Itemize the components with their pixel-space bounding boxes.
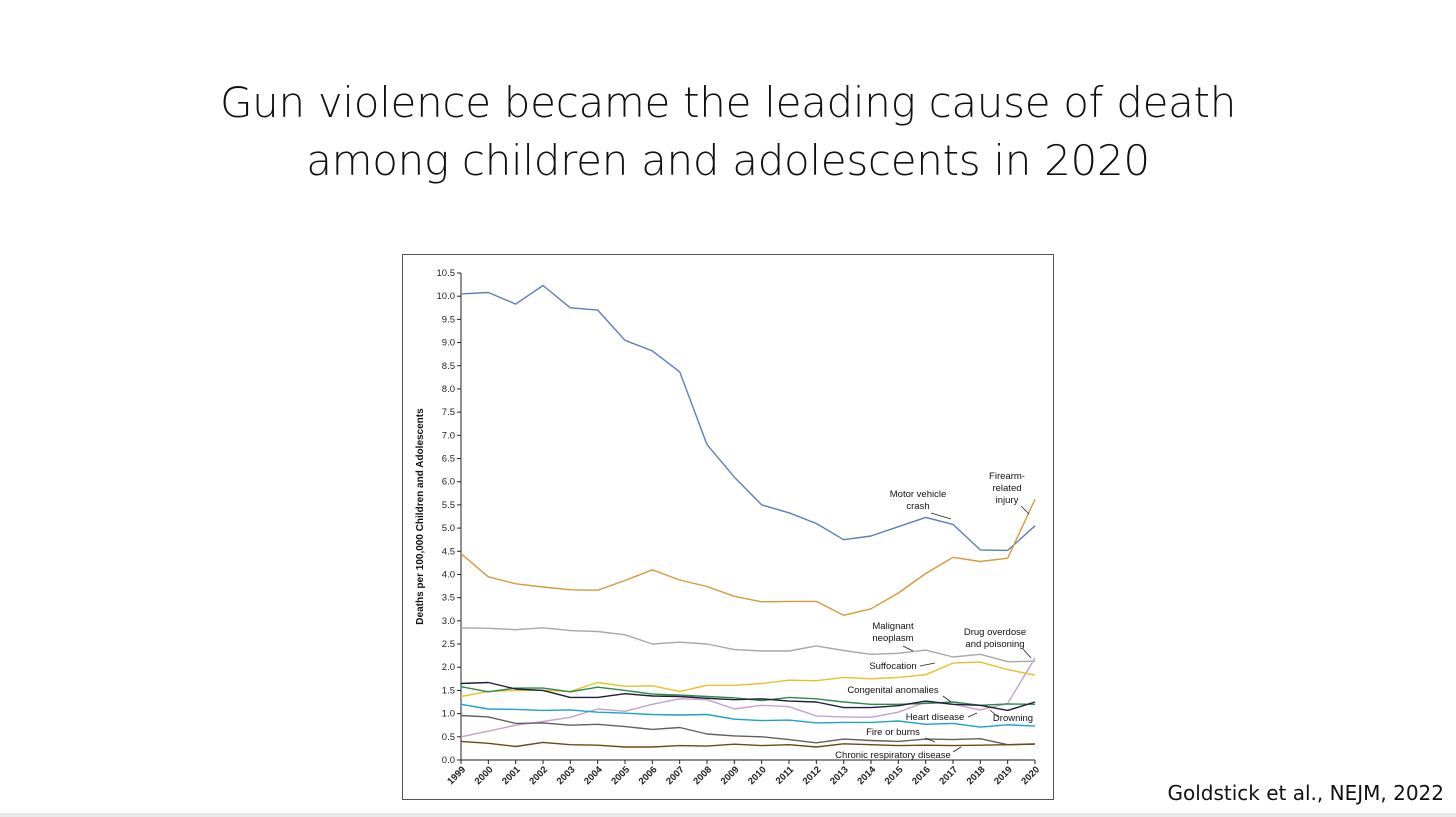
y-tick-label: 2.5 [442,639,455,650]
x-tick-label: 2005 [609,764,632,787]
series-line [460,686,1036,706]
line-chart: 0.0 0.5 1.0 1.5 2.0 2.5 3.0 3.5 4.0 4.5 5.0 5.5 6.0 6… [415,268,1042,787]
x-tick-label: 2020 [1019,764,1042,787]
x-tick-label: 2008 [691,764,714,787]
x-tick-label: 2016 [910,764,933,787]
series-line [460,740,1036,748]
chart-frame: 0.0 0.5 1.0 1.5 2.0 2.5 3.0 3.5 4.0 4.5 5.0 5.5 6.0 6… [402,254,1054,800]
y-tick-label: 8.0 [442,384,455,395]
y-tick-label: 3.5 [442,593,455,604]
y-tick-label: 7.0 [442,430,455,441]
y-tick-label: 2.0 [442,662,455,673]
series-annotation: Firearm- [989,471,1025,482]
x-tick-label: 2004 [582,764,605,787]
series-line [460,714,1036,746]
y-tick-label: 8.5 [442,361,455,372]
annotation-leader-line [952,746,962,753]
series-annotation: Fire or burns [866,727,920,738]
series-annotation: Suffocation [869,661,916,672]
series-line [460,661,1036,698]
y-tick-label: 5.0 [442,523,455,534]
series-annotation: Drug overdose [964,627,1026,638]
series-annotation: and poisoning [965,639,1024,650]
y-axis-label: Deaths per 100,000 Children and Adolesce… [415,408,426,625]
series-annotation: Motor vehicle [890,489,947,500]
series-annotation: crash [906,501,929,512]
x-tick-label: 2019 [992,764,1015,787]
series-annotation: related [992,483,1021,494]
annotation-leader-line [919,662,936,667]
annotation-leader-line [989,709,999,718]
series-line [460,703,1036,728]
bottom-divider [0,813,1456,817]
annotation-leader-line [924,737,936,743]
slide-title: Gun violence became the leading cause of… [0,74,1456,190]
y-tick-label: 9.5 [442,314,455,325]
x-tick-label: 1999 [445,764,468,787]
annotation-leader-line [930,512,952,520]
series-line [460,499,1036,616]
y-tick-label: 6.5 [442,454,455,465]
x-tick-label: 2000 [473,764,496,787]
series-annotation: Congenital anomalies [847,685,939,696]
annotation-leader-line [1022,648,1032,659]
series-line [460,681,1036,712]
y-tick-label: 10.5 [437,268,456,279]
y-tick-label: 7.5 [442,407,455,418]
series-annotation: Chronic respiratory disease [835,750,951,761]
annotation-leader-line [942,695,952,703]
x-tick-label: 2001 [500,764,523,787]
series-annotation: Drowning [993,713,1033,724]
series-annotation: injury [996,495,1019,506]
series-line [460,657,1036,738]
x-tick-label: 2012 [801,764,824,787]
slide-title-line-2: among children and adolescents in 2020 [306,136,1150,185]
x-tick-label: 2017 [937,764,960,787]
y-tick-label: 0.5 [442,732,455,743]
annotation-leader-line [1020,505,1030,515]
y-tick-label: 4.0 [442,569,455,580]
series-annotation: Malignant [872,621,914,632]
y-tick-label: 6.0 [442,477,455,488]
series-annotation: neoplasm [872,633,913,644]
y-tick-label: 0.0 [442,755,455,766]
x-tick-label: 2018 [965,764,988,787]
x-tick-label: 2013 [828,764,851,787]
x-tick-label: 2009 [719,764,742,787]
series-line [460,284,1036,552]
y-tick-label: 1.5 [442,685,455,696]
x-tick-label: 2007 [664,764,687,787]
y-tick-label: 3.0 [442,616,455,627]
x-tick-label: 2006 [637,764,660,787]
x-tick-label: 2003 [555,764,578,787]
y-tick-label: 9.0 [442,338,455,349]
citation: Goldstick et al., NEJM, 2022 [1167,781,1445,805]
y-tick-label: 5.5 [442,500,455,511]
series-annotation: Heart disease [906,712,965,723]
x-tick-label: 2014 [855,764,878,787]
slide-title-line-1: Gun violence became the leading cause of… [219,78,1237,127]
series-line [460,627,1036,663]
x-tick-label: 2010 [746,764,769,787]
annotation-leader-line [967,712,978,718]
annotation-leader-line [902,645,914,652]
y-tick-label: 1.0 [442,709,455,720]
x-tick-label: 2002 [527,764,550,787]
x-tick-label: 2015 [883,764,906,787]
y-tick-label: 10.0 [437,291,456,302]
x-tick-label: 2011 [774,764,797,787]
y-tick-label: 4.5 [442,546,455,557]
